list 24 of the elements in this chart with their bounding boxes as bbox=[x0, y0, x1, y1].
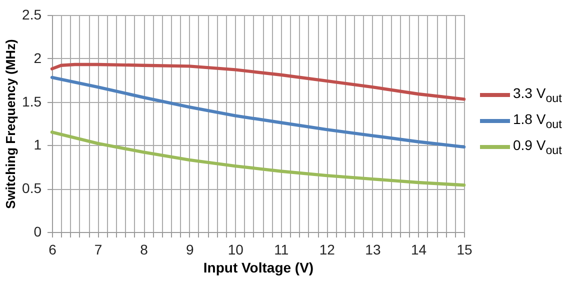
y-tick-label: 1.5 bbox=[22, 93, 42, 110]
line-series bbox=[50, 76, 466, 149]
legend-label: 1.8 V$_{out}$ bbox=[513, 111, 562, 131]
x-tick-label: 6 bbox=[48, 242, 57, 258]
x-tick-label: 9 bbox=[186, 242, 194, 258]
x-axis-title: Input Voltage (V) bbox=[203, 260, 314, 276]
y-tick-label: 0.5 bbox=[22, 180, 42, 196]
y-axis-title: Switching Frequency (MHz) bbox=[3, 39, 18, 209]
line-series bbox=[50, 130, 466, 187]
x-tick-label: 15 bbox=[456, 242, 472, 258]
legend-label: 3.3 V$_{out}$ bbox=[513, 85, 562, 105]
y-tick-label: 2.5 bbox=[22, 6, 42, 22]
y-tick-label: 2 bbox=[34, 50, 42, 66]
y-tick-label: 0 bbox=[34, 224, 42, 240]
x-tick-label: 14 bbox=[410, 242, 427, 258]
x-tick-label: 10 bbox=[228, 242, 244, 258]
x-tick-label: 13 bbox=[365, 242, 381, 258]
legend-label: 0.9 V$_{out}$ bbox=[513, 137, 562, 157]
x-tick-label: 8 bbox=[140, 242, 148, 258]
x-tick-label: 7 bbox=[94, 242, 102, 258]
line-series bbox=[50, 62, 466, 101]
y-tick-label: 1 bbox=[34, 136, 42, 153]
x-tick-label: 11 bbox=[274, 242, 289, 258]
x-tick-label: 12 bbox=[319, 242, 336, 258]
